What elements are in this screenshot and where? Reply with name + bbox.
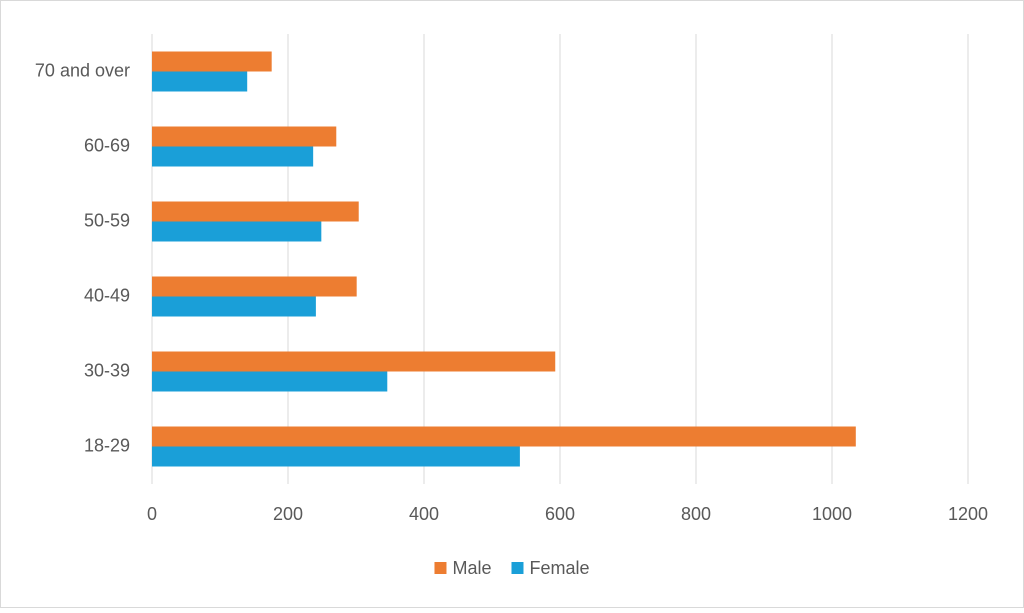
bar <box>152 296 316 317</box>
x-tick-label: 1200 <box>948 504 988 524</box>
bar <box>152 371 388 392</box>
legend-label: Female <box>529 558 589 578</box>
legend-swatch <box>434 562 447 574</box>
x-tick-label: 800 <box>681 504 711 524</box>
bar <box>152 51 272 72</box>
x-tick-label: 0 <box>147 504 157 524</box>
y-tick-label: 50-59 <box>84 210 130 230</box>
y-tick-label: 40-49 <box>84 285 130 305</box>
y-tick-label: 70 and over <box>35 60 130 80</box>
legend-swatch <box>511 562 524 574</box>
y-tick-label: 60-69 <box>84 135 130 155</box>
bar <box>152 201 359 222</box>
bar <box>152 276 357 297</box>
y-tick-label: 18-29 <box>84 435 130 455</box>
bar <box>152 426 856 447</box>
bar <box>152 446 520 467</box>
bar <box>152 351 556 372</box>
x-tick-label: 600 <box>545 504 575 524</box>
x-tick-label: 200 <box>273 504 303 524</box>
bar <box>152 221 322 242</box>
bar <box>152 146 314 167</box>
legend-label: Male <box>452 558 491 578</box>
bar <box>152 126 337 147</box>
y-tick-label: 30-39 <box>84 360 130 380</box>
bar <box>152 71 248 92</box>
x-tick-label: 1000 <box>812 504 852 524</box>
x-tick-label: 400 <box>409 504 439 524</box>
